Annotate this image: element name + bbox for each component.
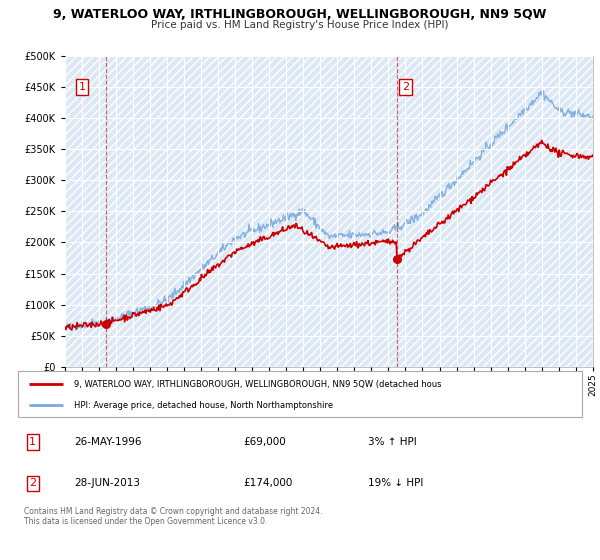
Text: Price paid vs. HM Land Registry's House Price Index (HPI): Price paid vs. HM Land Registry's House … [151,20,449,30]
Text: 9, WATERLOO WAY, IRTHLINGBOROUGH, WELLINGBOROUGH, NN9 5QW (detached hous: 9, WATERLOO WAY, IRTHLINGBOROUGH, WELLIN… [74,380,442,389]
Text: 2: 2 [402,82,409,92]
Text: 1: 1 [29,437,36,447]
Text: £69,000: £69,000 [244,437,286,447]
Text: 2: 2 [29,478,37,488]
Text: 26-MAY-1996: 26-MAY-1996 [74,437,142,447]
Text: £174,000: £174,000 [244,478,293,488]
Text: 19% ↓ HPI: 19% ↓ HPI [368,478,423,488]
Text: 3% ↑ HPI: 3% ↑ HPI [368,437,416,447]
Text: 1: 1 [79,82,85,92]
Text: HPI: Average price, detached house, North Northamptonshire: HPI: Average price, detached house, Nort… [74,401,334,410]
Text: 28-JUN-2013: 28-JUN-2013 [74,478,140,488]
Text: 9, WATERLOO WAY, IRTHLINGBOROUGH, WELLINGBOROUGH, NN9 5QW: 9, WATERLOO WAY, IRTHLINGBOROUGH, WELLIN… [53,8,547,21]
FancyBboxPatch shape [18,371,582,417]
Text: Contains HM Land Registry data © Crown copyright and database right 2024.
This d: Contains HM Land Registry data © Crown c… [24,507,323,526]
